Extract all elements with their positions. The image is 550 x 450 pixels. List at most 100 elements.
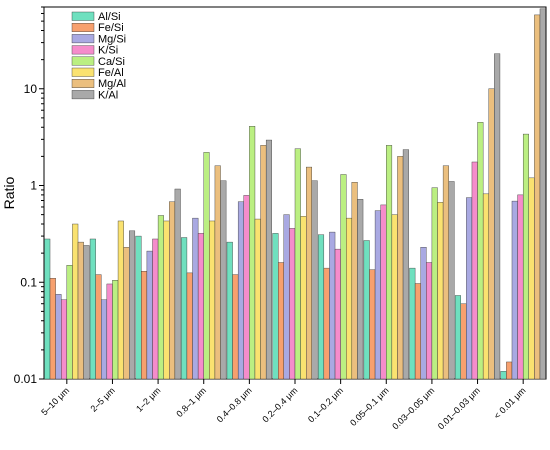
bar-ca-si-9 xyxy=(477,122,484,380)
bar-fe-al-5 xyxy=(300,216,307,380)
bar-k-si-8 xyxy=(426,262,433,380)
legend-swatch xyxy=(71,45,95,55)
bar-al-si-0 xyxy=(44,238,51,380)
legend-label: Fe/Al xyxy=(98,67,124,79)
legend-label: Mg/Al xyxy=(98,78,126,90)
legend-swatch xyxy=(71,34,95,44)
x-tick-label: 0.8–1 μm xyxy=(174,385,208,419)
bar-fe-si-10 xyxy=(506,361,513,380)
bar-ca-si-5 xyxy=(294,148,301,380)
bar-fe-si-6 xyxy=(323,267,330,380)
bar-mg-al-5 xyxy=(306,166,313,380)
bar-al-si-2 xyxy=(135,235,142,380)
bar-k-al-7 xyxy=(402,149,409,380)
bar-k-al-9 xyxy=(494,53,501,380)
x-tick-label: 0.4–0.8 μm xyxy=(215,385,254,424)
bar-ca-si-2 xyxy=(157,215,164,380)
bar-k-si-7 xyxy=(380,204,387,380)
y-axis-ticks: 0.01 0.1 1 10 xyxy=(14,6,44,386)
bar-ca-si-3 xyxy=(203,152,210,380)
bar-mg-al-2 xyxy=(169,201,176,380)
bar-fe-al-7 xyxy=(391,214,398,380)
bar-ca-si-8 xyxy=(431,187,438,380)
bar-ca-si-6 xyxy=(340,174,347,380)
x-tick-label: < 0.01 μm xyxy=(492,385,528,421)
legend-swatch xyxy=(71,11,95,21)
bar-mg-al-8 xyxy=(442,165,449,380)
bar-mg-si-5 xyxy=(283,214,290,380)
legend-swatch xyxy=(71,90,95,100)
bar-al-si-6 xyxy=(318,234,325,380)
bar-k-al-5 xyxy=(311,180,318,380)
legend-label: K/Al xyxy=(98,89,118,101)
bar-ca-si-1 xyxy=(112,280,119,380)
bar-mg-si-0 xyxy=(55,294,62,380)
legend-label: Ca/Si xyxy=(98,56,125,68)
y-tick-label: 1 xyxy=(30,179,37,193)
bar-k-al-10 xyxy=(539,8,546,380)
legend-label: Fe/Si xyxy=(98,22,124,34)
bar-al-si-4 xyxy=(226,241,233,380)
bars xyxy=(44,8,546,380)
y-axis-title: Ratio xyxy=(1,176,17,209)
bar-fe-al-10 xyxy=(528,177,535,380)
bar-k-si-5 xyxy=(289,228,296,380)
bar-al-si-5 xyxy=(272,233,279,380)
bar-k-si-0 xyxy=(61,299,68,380)
bar-k-al-2 xyxy=(174,188,181,380)
bar-k-al-8 xyxy=(448,181,455,380)
legend-swatch xyxy=(71,67,95,77)
bar-fe-si-2 xyxy=(141,271,148,380)
bar-fe-al-6 xyxy=(346,217,353,380)
y-tick-label: 10 xyxy=(24,82,38,96)
x-tick-label: 0.03–0.05 μm xyxy=(390,385,436,431)
bar-mg-al-9 xyxy=(488,88,495,380)
x-tick-label: 1–2 μm xyxy=(134,385,162,413)
x-tick-label: 0.05–0.1 μm xyxy=(348,385,391,428)
legend-swatch xyxy=(71,23,95,32)
bar-fe-si-1 xyxy=(95,274,102,380)
bar-k-si-4 xyxy=(243,195,250,380)
bar-al-si-3 xyxy=(181,237,188,380)
x-axis-ticks: 5–10 μm 2–5 μm 1–2 μm 0.8–1 μm 0.4–0.8 μm 0.2… xyxy=(39,379,528,431)
bar-mg-al-7 xyxy=(397,156,404,380)
bar-al-si-8 xyxy=(409,267,416,380)
legend-label: Mg/Si xyxy=(98,33,126,45)
bar-ca-si-4 xyxy=(249,126,256,380)
bar-fe-al-4 xyxy=(254,218,261,380)
y-tick-label: 0.1 xyxy=(20,275,37,289)
bar-mg-si-10 xyxy=(511,200,518,380)
bar-mg-al-3 xyxy=(214,165,221,380)
x-tick-label: 0.2–0.4 μm xyxy=(260,385,299,424)
bar-ca-si-10 xyxy=(522,133,529,380)
bar-k-al-1 xyxy=(129,230,136,380)
bar-fe-al-9 xyxy=(482,193,489,380)
bar-k-si-9 xyxy=(471,161,478,380)
bar-fe-al-2 xyxy=(163,220,170,380)
bar-al-si-9 xyxy=(454,295,461,380)
x-tick-label: 0.01–0.03 μm xyxy=(436,385,482,431)
x-tick-label: 5–10 μm xyxy=(39,385,71,417)
bar-k-si-2 xyxy=(152,238,159,380)
bar-k-al-4 xyxy=(265,139,272,380)
bar-ca-si-7 xyxy=(386,145,393,380)
bar-k-al-0 xyxy=(83,245,90,380)
bar-fe-si-9 xyxy=(460,303,467,380)
bar-mg-si-1 xyxy=(101,299,108,380)
bar-mg-al-10 xyxy=(534,14,541,380)
bar-fe-al-0 xyxy=(72,223,79,380)
legend-swatch xyxy=(71,56,95,66)
bar-mg-al-0 xyxy=(77,241,84,380)
bar-mg-si-4 xyxy=(237,201,244,380)
legend-swatch xyxy=(71,78,95,88)
bar-mg-si-8 xyxy=(420,247,427,380)
bar-ca-si-0 xyxy=(66,265,73,380)
bar-k-si-3 xyxy=(197,233,204,380)
bar-fe-al-8 xyxy=(437,202,444,380)
bar-al-si-7 xyxy=(363,240,370,380)
bar-al-si-1 xyxy=(89,238,96,380)
bar-mg-si-6 xyxy=(329,231,336,380)
bar-fe-si-4 xyxy=(232,274,239,380)
bar-mg-si-3 xyxy=(192,217,199,380)
